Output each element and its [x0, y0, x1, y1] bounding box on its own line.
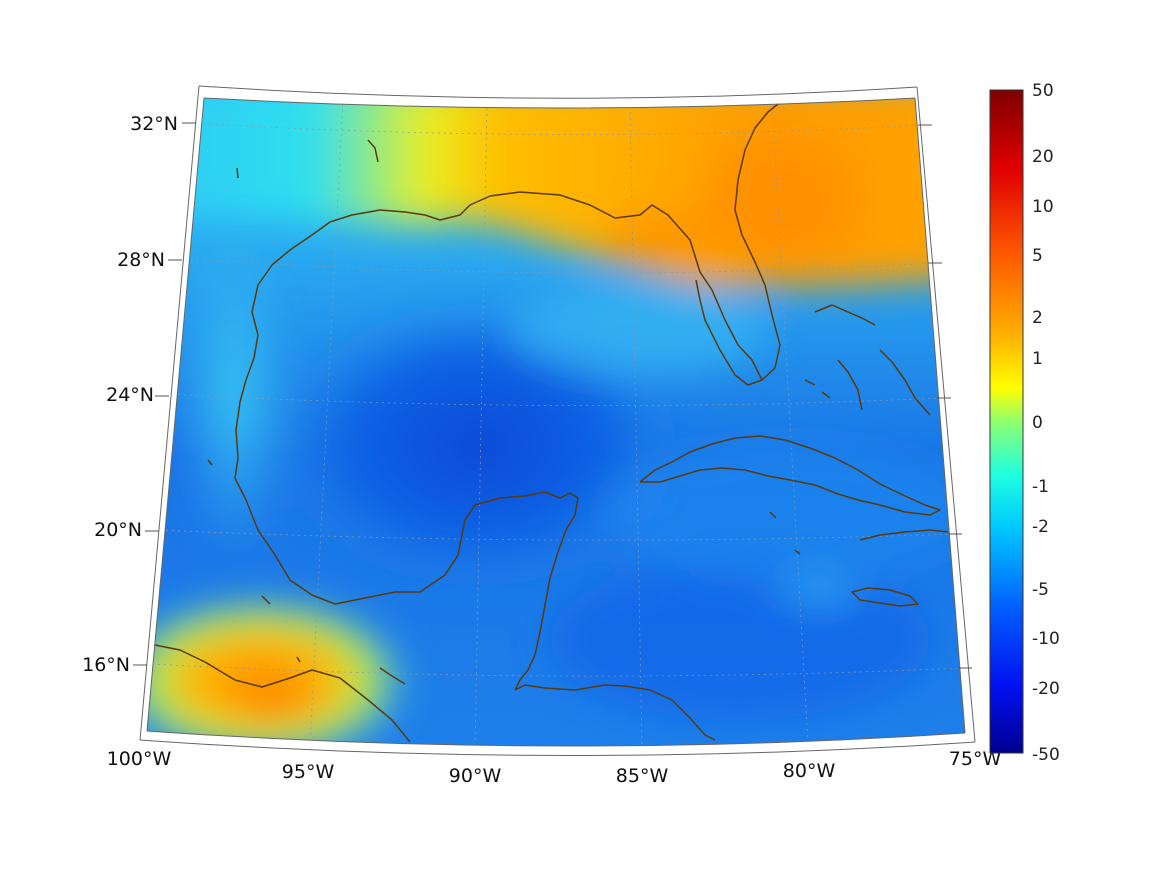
- colorbar-tick-10: 10: [1032, 197, 1054, 217]
- lat-label-24n: 24°N: [106, 384, 154, 406]
- colorbar-tick-5: 5: [1032, 246, 1043, 266]
- colorbar-tick-minus1: -1: [1032, 477, 1049, 497]
- coastline-central-america: [154, 644, 411, 743]
- colorbar-tick-minus5: -5: [1032, 580, 1049, 600]
- coastline-cuba: [639, 435, 941, 516]
- coastline-jamaica: [851, 587, 919, 607]
- colorbar-tick-0: 0: [1032, 413, 1043, 433]
- coastline-yucatan-south: [514, 684, 716, 741]
- lon-label-90w: 90°W: [449, 765, 502, 787]
- coastline-us-mexico-gulf: [469, 191, 763, 386]
- coastline-hispaniola: [859, 529, 949, 541]
- colorbar-tick-minus20: -20: [1032, 679, 1060, 699]
- coastline-florida-atlantic: [734, 103, 781, 381]
- graticule: [151, 98, 964, 747]
- map-frame: [133, 85, 976, 757]
- longitude-labels: 100°W 95°W 90°W 85°W 80°W 75°W: [107, 748, 1002, 787]
- coastlines: [154, 103, 949, 743]
- lon-label-85w: 85°W: [616, 765, 669, 787]
- coastline-bahamas: [804, 304, 931, 416]
- colorbar-tick-1: 1: [1032, 349, 1043, 369]
- lon-label-80w: 80°W: [783, 760, 836, 782]
- colorbar-gradient: [989, 89, 1024, 754]
- colorbar-tick-minus50: -50: [1032, 745, 1060, 765]
- latitude-labels: 32°N 28°N 24°N 20°N 16°N: [82, 113, 178, 676]
- colorbar-tick-minus10: -10: [1032, 629, 1060, 649]
- colorbar-tick-2: 2: [1032, 308, 1043, 328]
- lat-label-20n: 20°N: [94, 519, 142, 541]
- lon-label-100w: 100°W: [107, 748, 172, 770]
- lat-label-32n: 32°N: [130, 113, 178, 135]
- coastline-gulf-west: [234, 204, 579, 691]
- colorbar: 50 20 10 5 2 1 0 -1 -2 -5 -10 -20 -50: [989, 81, 1060, 765]
- colorbar-tick-20: 20: [1032, 147, 1054, 167]
- lat-label-28n: 28°N: [117, 249, 165, 271]
- coastline-islands-misc: [207, 139, 801, 685]
- lon-label-95w: 95°W: [282, 761, 335, 783]
- colorbar-tick-minus2: -2: [1032, 517, 1049, 537]
- colorbar-tick-50: 50: [1032, 81, 1054, 101]
- lon-label-75w: 75°W: [949, 748, 1002, 770]
- lat-label-16n: 16°N: [82, 654, 130, 676]
- data-field: [147, 98, 965, 747]
